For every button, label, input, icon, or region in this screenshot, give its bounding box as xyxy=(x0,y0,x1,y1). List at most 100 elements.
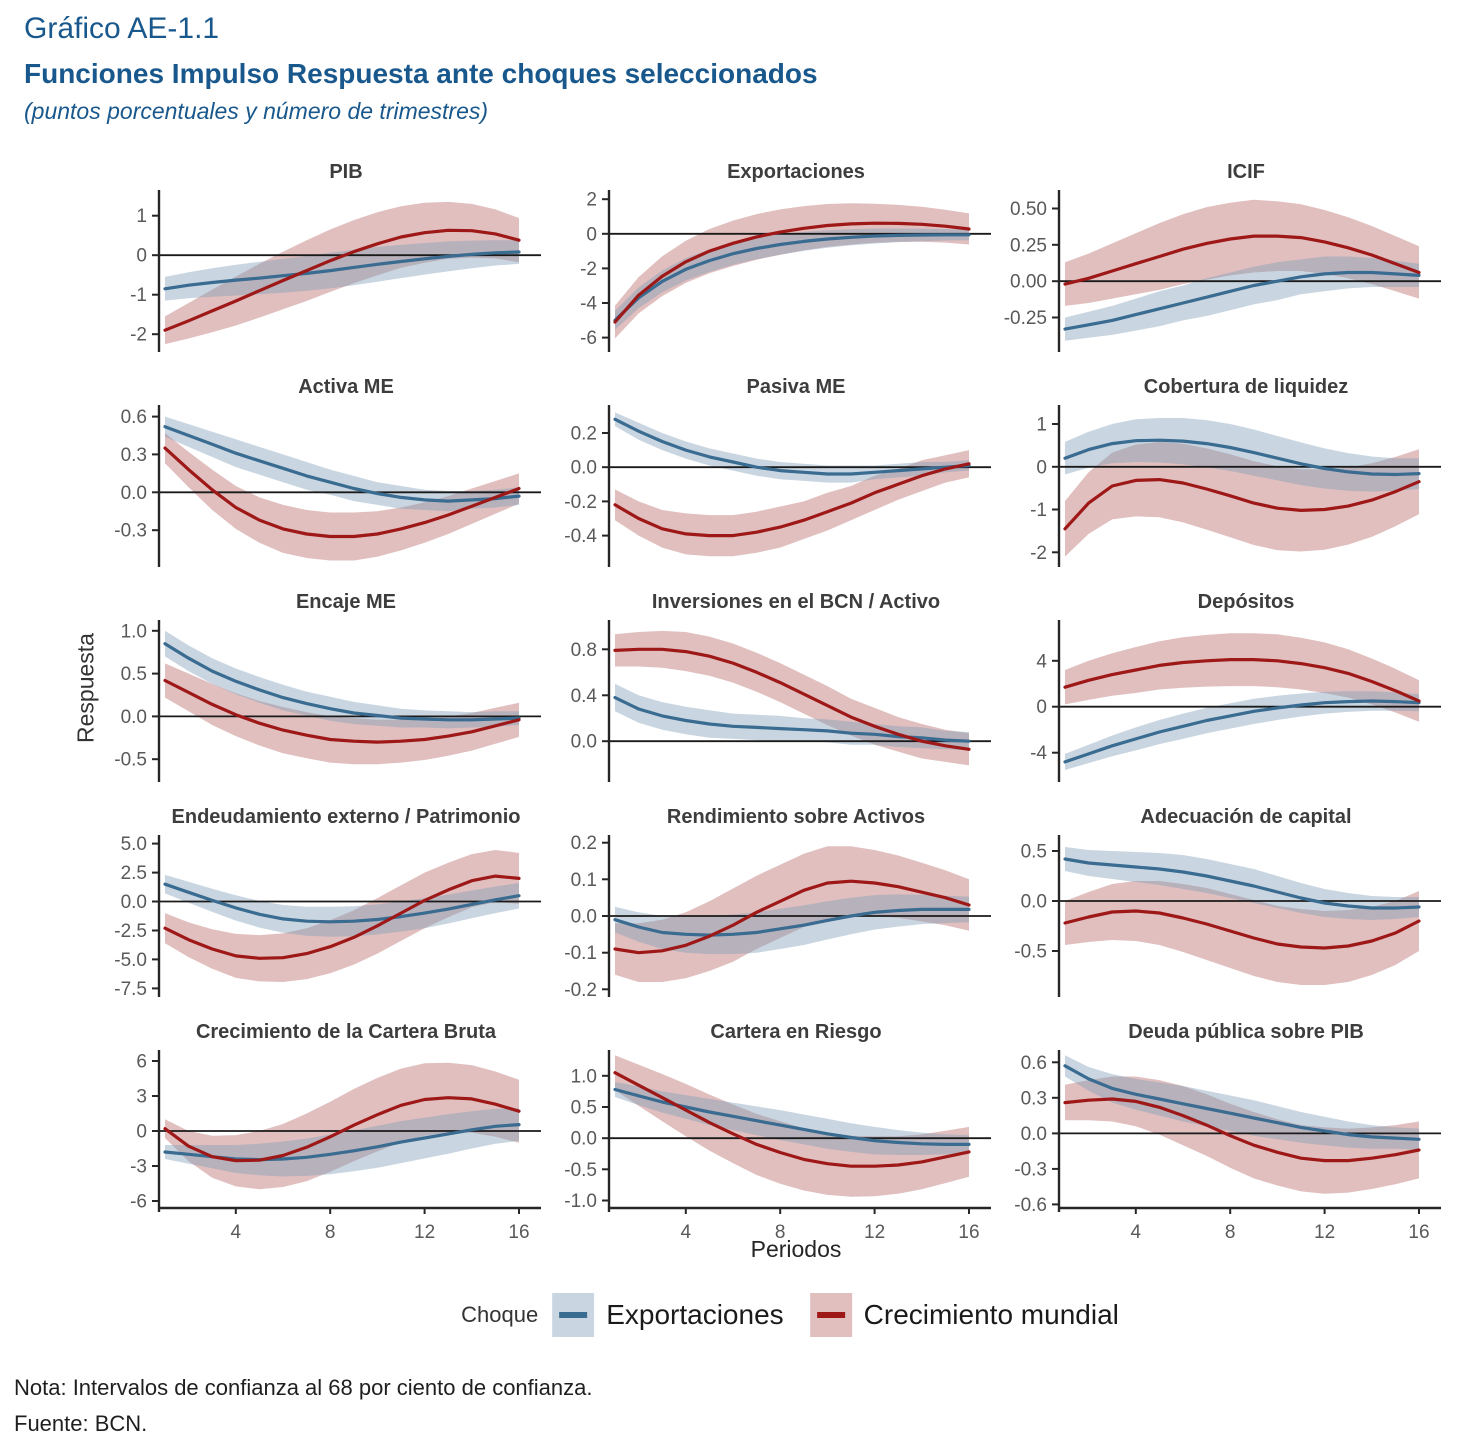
mean-line-crecimiento-mundial xyxy=(1063,234,1421,286)
plot-grid: PIB 1 0 -1 -2 Exportaciones 2 0 -2 -4 -6 ICIF 0.50 0.… xyxy=(95,160,1445,1256)
y-tick-label: -7.5 xyxy=(114,979,147,1000)
y-tick-label: -0.4 xyxy=(564,526,597,547)
y-tick-label: 0 xyxy=(586,224,597,245)
x-tick-label: 8 xyxy=(325,1222,336,1243)
y-tick-label: 4 xyxy=(1036,651,1047,672)
subplot-cobertura-de-liquidez: Cobertura de liquidez 1 0 -1 -2 xyxy=(995,375,1445,576)
mean-line-exportaciones xyxy=(1063,699,1421,764)
x-tick-label: 4 xyxy=(1131,1222,1142,1243)
y-tick-label: -0.1 xyxy=(564,943,597,964)
legend-line-icon xyxy=(816,1312,845,1318)
y-tick-label: -0.25 xyxy=(1004,308,1047,329)
mean-line-crecimiento-mundial xyxy=(613,462,971,538)
subplot-title: PIB xyxy=(329,161,363,183)
subplot-exportaciones: Exportaciones 2 0 -2 -4 -6 xyxy=(545,160,995,361)
x-tick-label: 16 xyxy=(508,1222,529,1243)
irf-plot: 2 0 -2 -4 -6 xyxy=(580,190,991,352)
subplot-title: Pasiva ME xyxy=(746,376,846,398)
irf-plot: 1.0 0.5 0.0 -0.5 xyxy=(114,620,541,782)
confidence-band-crecimiento-mundial xyxy=(165,850,519,982)
mean-line-exportaciones xyxy=(1063,857,1421,910)
y-tick-label: 1.0 xyxy=(571,1066,597,1087)
note-text: Nota: Intervalos de confianza al 68 por … xyxy=(14,1375,593,1400)
irf-plot: 6 3 0 -3 -6 4 8 12 16 xyxy=(130,1050,541,1243)
irf-plot: 0.5 0.0 -0.5 xyxy=(1014,835,1441,997)
mean-line-exportaciones xyxy=(613,233,971,322)
y-tick-label: 0.0 xyxy=(1021,1124,1047,1145)
mean-line-exportaciones xyxy=(163,425,521,503)
y-tick-label: -0.5 xyxy=(1014,942,1047,963)
y-tick-label: 0.0 xyxy=(571,907,597,928)
x-tick-label: 16 xyxy=(1408,1222,1429,1243)
confidence-band-exportaciones xyxy=(1065,1055,1419,1150)
subplot-title: Activa ME xyxy=(298,376,394,398)
legend: Choque Exportaciones Crecimiento mundial xyxy=(461,1293,1119,1337)
legend-label-crecimiento-mundial: Crecimiento mundial xyxy=(863,1299,1119,1330)
mean-line-exportaciones xyxy=(613,907,971,937)
y-tick-label: -0.2 xyxy=(564,492,597,513)
subplot-title: Inversiones en el BCN / Activo xyxy=(651,591,941,613)
y-tick-label: -1 xyxy=(130,285,147,306)
x-tick-label: 12 xyxy=(414,1222,435,1243)
confidence-band-exportaciones xyxy=(165,874,519,937)
x-tick-label: 8 xyxy=(1225,1222,1236,1243)
mean-line-exportaciones xyxy=(1063,1064,1421,1141)
irf-plot: 0.50 0.25 0.00 -0.25 xyxy=(1004,190,1441,352)
legend-line-icon xyxy=(559,1312,588,1318)
y-tick-label: 6 xyxy=(136,1052,147,1073)
subplot-title: Cartera en Riesgo xyxy=(710,1021,882,1043)
y-tick-label: 0.4 xyxy=(571,686,598,707)
subplot-icif: ICIF 0.50 0.25 0.00 -0.25 xyxy=(995,160,1445,361)
y-tick-label: -0.3 xyxy=(114,521,147,542)
mean-line-crecimiento-mundial xyxy=(613,879,971,955)
y-tick-label: -1 xyxy=(1030,500,1047,521)
irf-plot: 0.6 0.3 0.0 -0.3 xyxy=(114,405,541,567)
y-tick-label: -6 xyxy=(130,1192,147,1213)
y-tick-label: 0.5 xyxy=(1021,842,1047,863)
x-tick-label: 4 xyxy=(681,1222,692,1243)
mean-line-crecimiento-mundial xyxy=(613,1071,971,1168)
y-tick-label: -4 xyxy=(1030,743,1047,764)
legend-swatch-exportaciones xyxy=(552,1293,595,1337)
y-tick-label: 0.6 xyxy=(121,407,147,428)
subplot-title: Endeudamiento externo / Patrimonio xyxy=(171,806,521,828)
y-tick-label: 2.5 xyxy=(121,863,147,884)
y-tick-label: 0.50 xyxy=(1010,199,1047,220)
notes: Nota: Intervalos de confianza al 68 por … xyxy=(14,1370,592,1442)
mean-line-crecimiento-mundial xyxy=(1063,1097,1421,1163)
y-tick-label: 2 xyxy=(586,190,597,211)
irf-plot: 1 0 -1 -2 xyxy=(130,190,541,352)
irf-plot: 0.2 0.0 -0.2 -0.4 xyxy=(564,405,991,567)
y-tick-label: -3 xyxy=(130,1157,147,1178)
subplot-activa-me: Activa ME 0.6 0.3 0.0 -0.3 xyxy=(95,375,545,576)
y-tick-label: -0.5 xyxy=(114,750,147,771)
subplot-title: Rendimiento sobre Activos xyxy=(666,806,926,828)
y-tick-label: 0.0 xyxy=(121,892,147,913)
x-tick-label: 8 xyxy=(775,1222,786,1243)
y-tick-label: -0.6 xyxy=(1014,1195,1047,1216)
legend-title: Choque xyxy=(461,1302,539,1327)
mean-line-exportaciones xyxy=(1063,270,1421,331)
subplot-title: Crecimiento de la Cartera Bruta xyxy=(195,1021,497,1043)
y-tick-label: 1 xyxy=(1036,415,1047,436)
subplot-pib: PIB 1 0 -1 -2 xyxy=(95,160,545,361)
y-tick-label: 0.25 xyxy=(1010,235,1047,256)
y-tick-label: 0.0 xyxy=(571,1129,597,1150)
mean-line-exportaciones xyxy=(613,417,971,476)
y-tick-label: 1 xyxy=(136,206,147,227)
y-tick-label: -2 xyxy=(580,259,597,280)
mean-line-crecimiento-mundial xyxy=(163,446,521,539)
mean-line-crecimiento-mundial xyxy=(163,678,521,744)
confidence-band-crecimiento-mundial xyxy=(615,846,969,982)
subplot-title: ICIF xyxy=(1227,161,1265,183)
y-tick-label: 0.00 xyxy=(1010,272,1047,293)
confidence-band-exportaciones xyxy=(1065,691,1419,770)
y-tick-label: -0.3 xyxy=(1014,1159,1047,1180)
mean-line-crecimiento-mundial xyxy=(163,228,521,332)
mean-line-crecimiento-mundial xyxy=(163,874,521,960)
subplot-rendimiento-sobre-activos: Rendimiento sobre Activos 0.2 0.1 0.0 -0.1 -0… xyxy=(545,805,995,1006)
y-tick-label: 0.0 xyxy=(121,483,147,504)
x-tick-label: 12 xyxy=(864,1222,885,1243)
irf-plot: 4 0 -4 xyxy=(1030,620,1441,782)
